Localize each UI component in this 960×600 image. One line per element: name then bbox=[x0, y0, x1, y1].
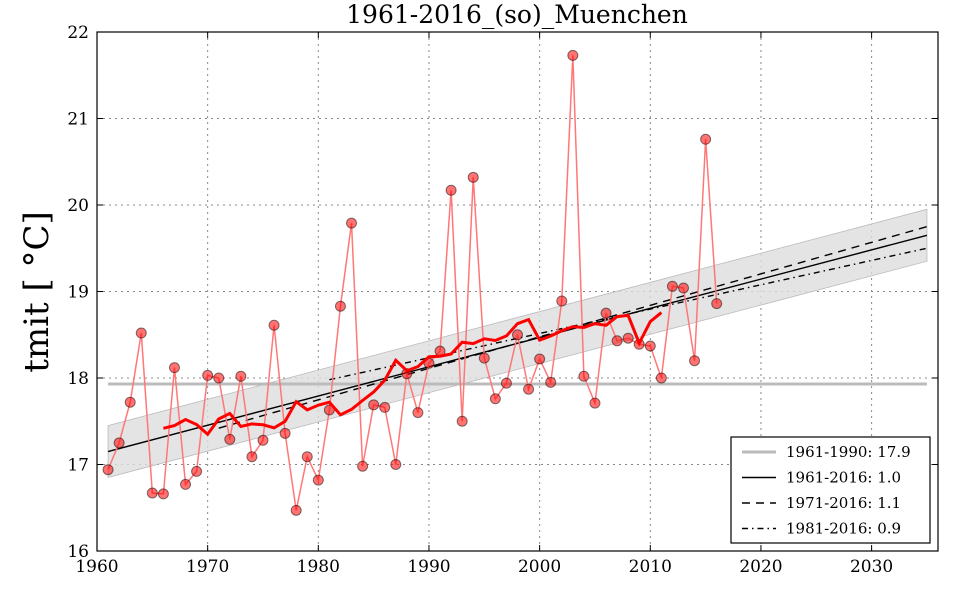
data-point bbox=[589, 397, 601, 409]
data-point bbox=[191, 465, 203, 477]
data-point bbox=[600, 307, 612, 319]
data-point bbox=[523, 383, 535, 395]
legend-label: 1961-1990: 17.9 bbox=[786, 443, 911, 461]
x-tick-label: 2010 bbox=[629, 557, 672, 577]
data-point bbox=[578, 370, 590, 382]
data-point bbox=[312, 474, 324, 486]
data-point bbox=[700, 133, 712, 145]
data-point bbox=[390, 459, 402, 470]
data-point bbox=[689, 355, 701, 367]
data-point bbox=[368, 399, 380, 411]
data-point bbox=[534, 353, 546, 365]
y-tick-label: 17 bbox=[67, 456, 89, 476]
legend-label: 1971-2016: 1.1 bbox=[786, 494, 901, 512]
data-point bbox=[567, 49, 579, 61]
data-point bbox=[478, 352, 490, 364]
data-point bbox=[102, 464, 114, 476]
data-line bbox=[107, 55, 718, 511]
data-point bbox=[512, 329, 523, 341]
data-point bbox=[246, 451, 258, 463]
y-tick-label: 20 bbox=[67, 196, 89, 216]
data-point bbox=[346, 217, 358, 229]
data-point bbox=[301, 451, 313, 463]
data-point bbox=[445, 184, 457, 196]
x-tick-label: 1980 bbox=[297, 557, 340, 577]
data-point bbox=[467, 171, 479, 183]
data-point bbox=[545, 376, 557, 388]
legend-label: 1961-2016: 1.0 bbox=[786, 469, 901, 487]
data-point bbox=[157, 488, 169, 500]
data-point bbox=[334, 300, 346, 312]
data-point bbox=[622, 332, 634, 344]
ticks: 1960 1970 1980 1990 2000 2010 2020 2030 16 17 18 19… bbox=[67, 23, 938, 577]
data-point bbox=[500, 377, 512, 389]
data-point bbox=[146, 487, 158, 499]
legend: 1961-1990: 17.9 1961-2016: 1.0 1971-2016: … bbox=[730, 436, 931, 544]
data-point bbox=[379, 401, 391, 413]
data-point bbox=[655, 372, 667, 384]
data-point bbox=[202, 369, 214, 381]
x-tick-label: 2020 bbox=[739, 557, 782, 577]
data-point bbox=[268, 319, 280, 331]
data-point bbox=[611, 335, 623, 347]
data-point bbox=[168, 362, 180, 374]
data-point bbox=[124, 396, 136, 408]
y-axis-label: tmit [ °C] bbox=[17, 211, 57, 373]
x-tick-label: 2000 bbox=[518, 557, 561, 577]
y-tick-label: 19 bbox=[67, 283, 89, 303]
running-mean-line bbox=[163, 311, 663, 437]
data-point bbox=[456, 415, 468, 427]
data-point bbox=[412, 407, 424, 419]
y-tick-label: 16 bbox=[67, 542, 89, 562]
data-point bbox=[666, 280, 678, 292]
data-point bbox=[224, 433, 236, 445]
data-point bbox=[357, 460, 369, 472]
data-point bbox=[213, 372, 225, 384]
x-tick-label: 1960 bbox=[75, 557, 118, 577]
y-tick-label: 18 bbox=[67, 369, 89, 389]
data-point bbox=[279, 427, 291, 439]
data-point bbox=[235, 370, 247, 382]
chart-title: 1961-2016_(so)_Muenchen bbox=[346, 0, 688, 29]
y-tick-label: 21 bbox=[67, 110, 89, 130]
x-tick-label: 1990 bbox=[407, 557, 450, 577]
y-tick-label: 22 bbox=[67, 23, 89, 43]
data-point bbox=[257, 434, 269, 446]
data-point bbox=[711, 298, 723, 310]
legend-box bbox=[730, 436, 931, 544]
data-point bbox=[556, 295, 568, 307]
x-tick-label: 2030 bbox=[850, 557, 893, 577]
data-point bbox=[113, 437, 125, 449]
data-point bbox=[677, 282, 689, 294]
data-point bbox=[135, 327, 147, 339]
data-point bbox=[489, 393, 501, 405]
data-point bbox=[180, 478, 192, 490]
data-point bbox=[290, 504, 302, 516]
data-point bbox=[644, 340, 656, 352]
x-tick-label: 1970 bbox=[186, 557, 229, 577]
plot-marks bbox=[102, 49, 928, 516]
legend-label: 1981-2016: 0.9 bbox=[786, 520, 901, 538]
